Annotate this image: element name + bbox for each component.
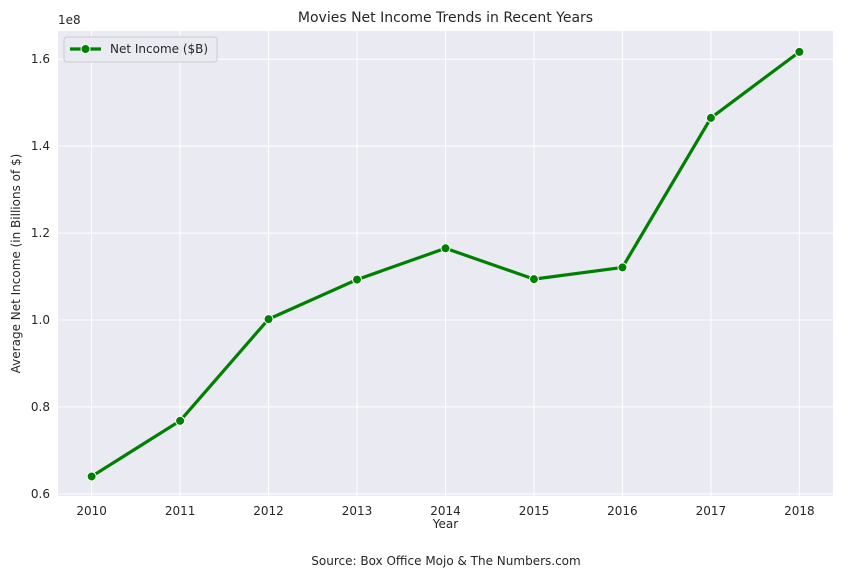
data-point (528, 274, 539, 285)
source-label: Source: Box Office Mojo & The Numbers.co… (311, 554, 580, 568)
data-point (617, 262, 628, 273)
data-point (86, 471, 97, 482)
series-layer (86, 46, 805, 482)
legend-entry-label: Net Income ($B) (110, 42, 208, 56)
tick-layer: 2010 2011 2012 2013 2014 2015 2016 2017 2018 0.6 0… (31, 52, 815, 518)
legend-box (63, 36, 218, 63)
y-tick-label: 1.2 (31, 226, 50, 240)
x-tick-label: 2010 (76, 504, 107, 518)
legend: Net Income ($B) (63, 36, 218, 63)
x-tick-label: 2012 (253, 504, 284, 518)
x-axis-label: Year (432, 517, 458, 531)
chart-title: Movies Net Income Trends in Recent Years (298, 10, 593, 26)
legend-marker (80, 44, 91, 54)
x-tick-label: 2018 (784, 504, 815, 518)
y-tick-label: 0.8 (31, 400, 50, 414)
data-point (440, 243, 451, 254)
y-tick-label: 0.6 (31, 487, 50, 501)
x-tick-label: 2011 (165, 504, 196, 518)
x-tick-label: 2017 (696, 504, 727, 518)
data-point (263, 314, 274, 325)
x-tick-label: 2015 (519, 504, 550, 518)
data-point (794, 46, 805, 57)
grid-layer (58, 31, 833, 496)
x-tick-label: 2014 (430, 504, 461, 518)
y-axis-label: Average Net Income (in Billions of $) (9, 154, 23, 374)
data-point (175, 415, 186, 426)
data-point (705, 112, 716, 123)
x-tick-label: 2013 (342, 504, 373, 518)
x-tick-label: 2016 (607, 504, 638, 518)
y-tick-label: 1.6 (31, 52, 50, 66)
y-tick-label: 1.0 (31, 313, 50, 327)
y-offset-label: 1e8 (58, 13, 81, 27)
data-point (352, 274, 363, 285)
y-tick-label: 1.4 (31, 139, 50, 153)
